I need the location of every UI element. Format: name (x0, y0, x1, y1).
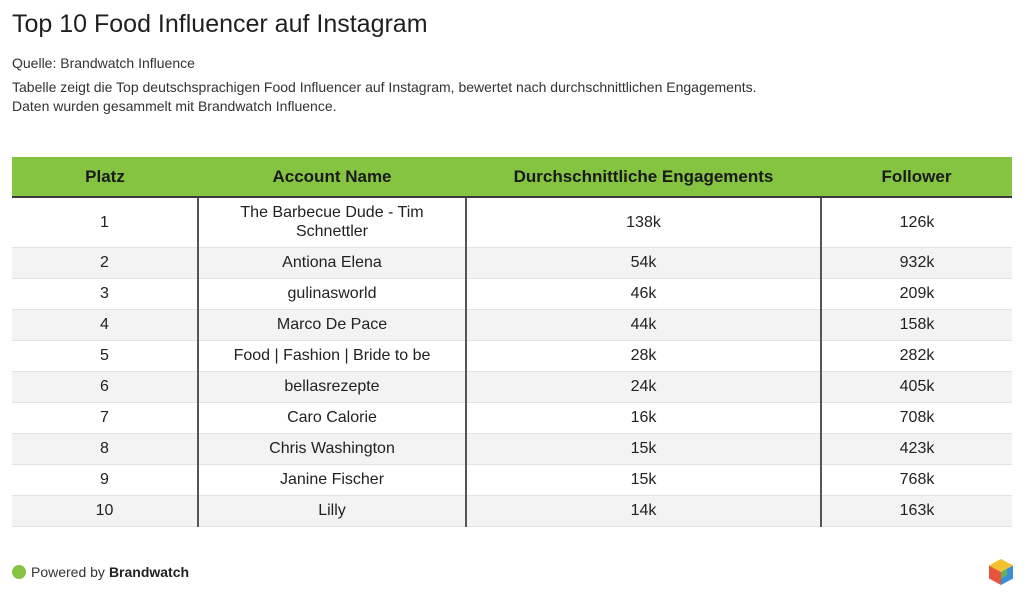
table-header: Platz Account Name Durchschnittliche Eng… (12, 157, 1012, 198)
rank-cell: 9 (12, 464, 199, 496)
table-body: 1 The Barbecue Dude - Tim Schnettler 138k 1… (12, 197, 1012, 527)
rank-cell: 2 (12, 247, 199, 279)
follower-cell: 163k (821, 495, 1012, 527)
follower-cell: 126k (821, 197, 1012, 248)
rank-cell: 10 (12, 495, 199, 527)
engagements-cell: 14k (466, 495, 822, 527)
influencer-table: Platz Account Name Durchschnittliche Eng… (12, 157, 1012, 527)
follower-cell: 423k (821, 433, 1012, 465)
account-name-cell: gulinasworld (198, 278, 467, 310)
engagements-cell: 15k (466, 433, 822, 465)
description-line-2: Daten wurden gesammelt mit Brandwatch In… (12, 98, 337, 114)
account-name-cell: The Barbecue Dude - Tim Schnettler (198, 197, 467, 248)
table-header-row: Platz Account Name Durchschnittliche Eng… (12, 157, 1012, 198)
account-name-cell: Marco De Pace (198, 309, 467, 341)
rank-cell: 5 (12, 340, 199, 372)
engagements-cell: 24k (466, 371, 822, 403)
rank-cell: 8 (12, 433, 199, 465)
table-row: 6 bellasrezepte 24k 405k (12, 371, 1012, 403)
follower-cell: 768k (821, 464, 1012, 496)
follower-cell: 405k (821, 371, 1012, 403)
engagements-cell: 16k (466, 402, 822, 434)
follower-cell: 708k (821, 402, 1012, 434)
table-row: 10 Lilly 14k 163k (12, 495, 1012, 527)
description-line-1: Tabelle zeigt die Top deutschsprachigen … (12, 79, 757, 95)
brand-name: Brandwatch (108, 564, 190, 580)
logo-left-face (989, 565, 1001, 585)
engagements-cell: 46k (466, 278, 822, 310)
rank-cell: 1 (12, 197, 199, 248)
engagements-cell: 28k (466, 340, 822, 372)
engagements-cell: 138k (466, 197, 822, 248)
account-name-cell: Janine Fischer (198, 464, 467, 496)
account-name-cell: bellasrezepte (198, 371, 467, 403)
description: Tabelle zeigt die Top deutschsprachigen … (12, 78, 1012, 116)
account-name-cell: Caro Calorie (198, 402, 467, 434)
table-row: 4 Marco De Pace 44k 158k (12, 309, 1012, 341)
powered-by-label: Powered by (31, 564, 105, 580)
rank-cell: 6 (12, 371, 199, 403)
page-title: Top 10 Food Influencer auf Instagram (12, 10, 428, 38)
engagements-cell: 44k (466, 309, 822, 341)
rank-cell: 3 (12, 278, 199, 310)
account-name-cell: Food | Fashion | Bride to be (198, 340, 467, 372)
table-row: 8 Chris Washington 15k 423k (12, 433, 1012, 465)
rank-cell: 4 (12, 309, 199, 341)
follower-cell: 282k (821, 340, 1012, 372)
follower-cell: 932k (821, 247, 1012, 279)
column-header-rank: Platz (12, 157, 198, 198)
column-header-engagements: Durchschnittliche Engagements (466, 157, 821, 198)
table-row: 7 Caro Calorie 16k 708k (12, 402, 1012, 434)
account-name-cell: Antiona Elena (198, 247, 467, 279)
column-header-account-name: Account Name (198, 157, 466, 198)
table-row: 9 Janine Fischer 15k 768k (12, 464, 1012, 496)
column-header-follower: Follower (821, 157, 1012, 198)
brandwatch-cube-icon (989, 559, 1013, 585)
source-line: Quelle: Brandwatch Influence (12, 55, 195, 71)
table-row: 3 gulinasworld 46k 209k (12, 278, 1012, 310)
table-row: 2 Antiona Elena 54k 932k (12, 247, 1012, 279)
follower-cell: 209k (821, 278, 1012, 310)
account-name-cell: Lilly (198, 495, 467, 527)
footer: Powered by Brandwatch (12, 564, 189, 580)
engagements-cell: 15k (466, 464, 822, 496)
rank-cell: 7 (12, 402, 199, 434)
engagements-cell: 54k (466, 247, 822, 279)
logo-accent-face (1001, 568, 1007, 579)
account-name-cell: Chris Washington (198, 433, 467, 465)
follower-cell: 158k (821, 309, 1012, 341)
table-row: 1 The Barbecue Dude - Tim Schnettler 138k 1… (12, 197, 1012, 248)
green-dot-icon (12, 565, 26, 579)
table-row: 5 Food | Fashion | Bride to be 28k 282k (12, 340, 1012, 372)
